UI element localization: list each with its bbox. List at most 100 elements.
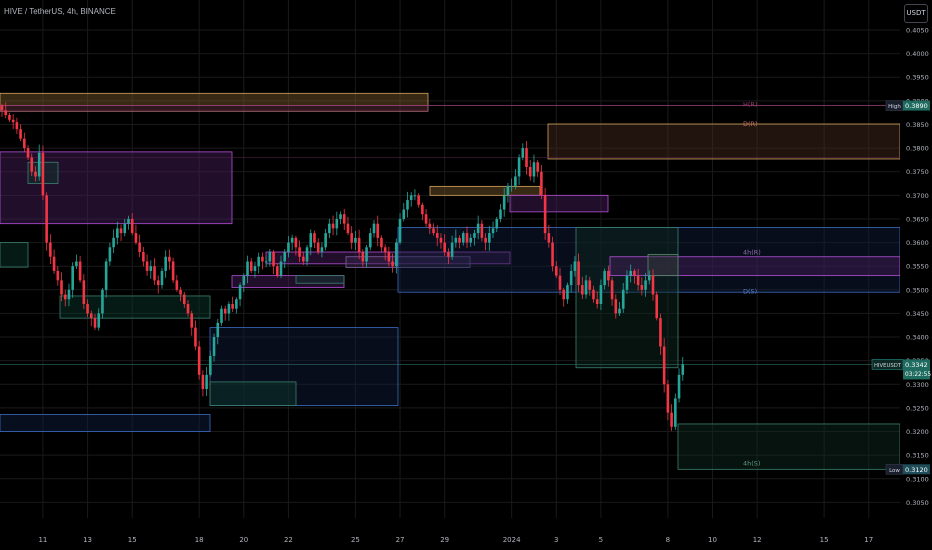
currency-button[interactable]: USDT	[904, 4, 928, 23]
candle-body	[75, 261, 78, 267]
candle-body	[171, 261, 175, 281]
candle-body	[138, 242, 141, 253]
candle-body	[558, 275, 562, 290]
candle-body	[56, 270, 60, 281]
candle-body	[573, 261, 577, 271]
current-price-tag: HIVEUSDT 0.3342 03:22:55	[871, 359, 931, 380]
candle-body	[584, 280, 588, 295]
candle-body	[435, 233, 439, 238]
candle-body	[160, 270, 164, 286]
candle-body	[116, 228, 119, 238]
candle-body	[346, 223, 350, 234]
candle-body	[78, 261, 82, 281]
candle-body	[246, 261, 249, 276]
candle-body	[145, 261, 149, 271]
candle-body	[220, 308, 223, 323]
candle-body	[4, 110, 8, 116]
zone-orange-mid	[429, 185, 541, 196]
candle-body	[342, 214, 346, 224]
price-tick-label: 0.3650	[906, 215, 929, 223]
candle-body	[603, 270, 606, 286]
current-symbol-label: HIVEUSDT	[874, 363, 902, 369]
candle-body	[153, 266, 156, 281]
candle-body	[60, 280, 63, 295]
candle-body	[391, 261, 394, 267]
zone-label: D(S)	[743, 288, 757, 296]
candle-body	[104, 261, 108, 290]
candle-body	[86, 303, 89, 314]
price-tick-label: 0.3550	[906, 263, 929, 271]
time-tick-label: 11	[38, 536, 47, 544]
candle-body	[249, 261, 253, 271]
candle-body	[562, 289, 566, 300]
candle-body	[235, 299, 238, 309]
time-tick-label: 5	[599, 536, 603, 544]
candle-body	[209, 355, 212, 375]
candle-body	[290, 237, 294, 243]
zone-label: 4h(R)	[743, 248, 761, 256]
candle-body	[30, 157, 34, 172]
candle-body	[480, 223, 484, 238]
candle-body	[194, 327, 197, 347]
candle-body	[197, 346, 201, 375]
price-axis-bg	[900, 0, 932, 550]
candle-body	[491, 228, 495, 234]
candle-body	[398, 218, 402, 243]
price-tick-label: 0.3750	[906, 168, 929, 176]
price-tick-label: 0.4050	[906, 27, 929, 35]
countdown: 03:22:55	[905, 372, 931, 378]
price-tick-label: 0.3500	[906, 286, 929, 294]
price-tick-label: 0.4000	[906, 50, 929, 58]
time-tick-label: 15	[820, 536, 829, 544]
candle-body	[324, 233, 327, 248]
candle-body	[354, 237, 357, 243]
candle-body	[495, 218, 499, 229]
candle-body	[521, 148, 525, 158]
candle-body	[123, 223, 127, 234]
candle-body	[502, 195, 506, 210]
candle-body	[294, 237, 298, 248]
candle-body	[179, 289, 182, 295]
candle-body	[413, 195, 417, 197]
candle-body	[264, 261, 268, 263]
candle-body	[417, 195, 420, 205]
candle-body	[287, 242, 290, 253]
low-tag-label: Low	[889, 468, 900, 474]
candle-body	[182, 294, 186, 304]
candle-body	[275, 266, 279, 276]
candle-body	[238, 285, 242, 300]
candle-body	[662, 346, 666, 385]
candle-body	[469, 237, 473, 243]
current-value-box	[903, 359, 930, 380]
candle-body	[569, 270, 573, 286]
candle-body	[45, 195, 48, 243]
candle-body	[443, 242, 446, 253]
candle-body	[339, 214, 342, 219]
candle-body	[614, 299, 618, 314]
candle-body	[134, 233, 138, 243]
zone-green-left	[0, 242, 29, 268]
candle-body	[108, 247, 112, 262]
candle-body	[666, 384, 670, 413]
candle-body	[368, 233, 372, 248]
zone-green-lowmid	[209, 381, 297, 406]
time-tick-label: 15	[128, 536, 137, 544]
candle-body	[231, 303, 234, 309]
candle-body	[566, 285, 569, 300]
candle-body	[350, 233, 353, 243]
candle-body	[309, 233, 313, 248]
candle-body	[395, 242, 398, 267]
price-tick-label: 0.3700	[906, 192, 929, 200]
candle-body	[402, 209, 406, 219]
candle-body	[97, 313, 101, 328]
candle-body	[599, 285, 603, 304]
candle-body	[473, 233, 476, 238]
candle-body	[37, 152, 41, 177]
candle-body	[223, 308, 227, 314]
candle-body	[629, 270, 632, 276]
candle-body	[387, 252, 391, 262]
time-tick-label: 29	[440, 536, 449, 544]
candle-body	[499, 209, 502, 219]
candle-body	[525, 148, 528, 167]
